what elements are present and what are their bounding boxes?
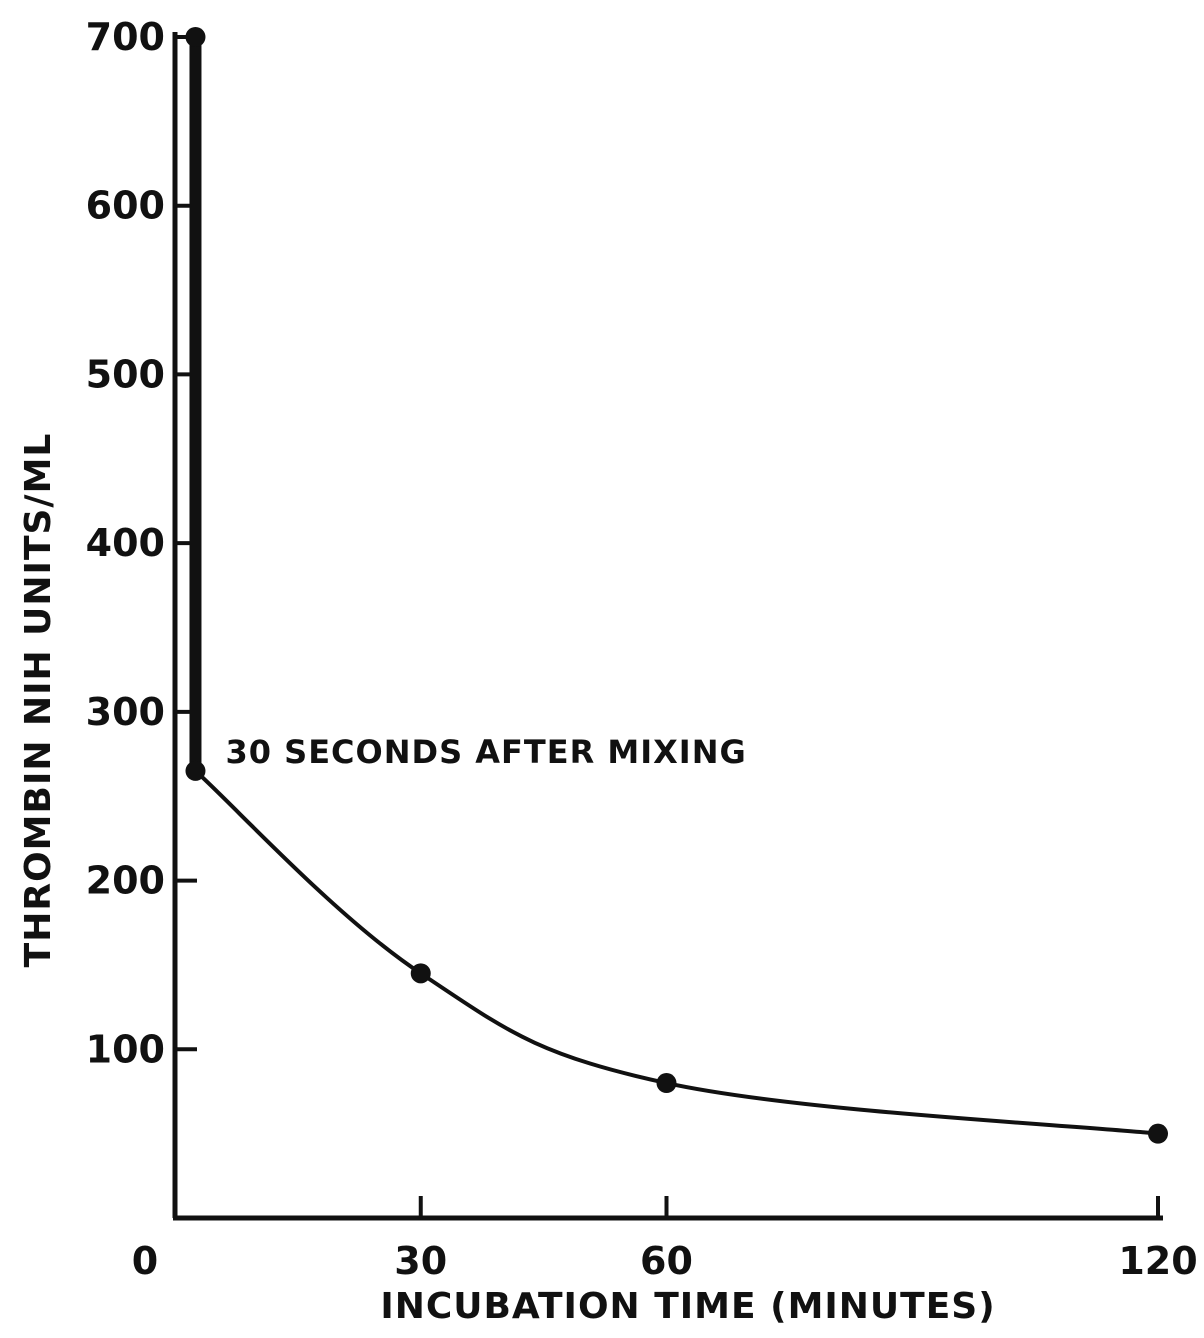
data-points (185, 27, 1168, 1144)
y-tick-label: 100 (86, 1027, 165, 1071)
x-tick-label: 120 (1118, 1239, 1197, 1283)
x-tick-label: 30 (394, 1239, 447, 1283)
x-tick-label: 60 (640, 1239, 693, 1283)
data-point (656, 1073, 677, 1094)
annotations: 30 SECONDS AFTER MIXING (225, 733, 746, 771)
data-point (1148, 1123, 1168, 1144)
data-point (410, 963, 431, 984)
data-point (185, 27, 206, 47)
ticks: 100 200 300 400 500 600 700 0 30 60 120 (86, 15, 1198, 1283)
series-curve (194, 769, 1159, 1136)
data-point (185, 760, 206, 781)
y-tick-label: 500 (86, 352, 165, 396)
series (189, 37, 1159, 1136)
x-tick-label: 0 (132, 1239, 158, 1283)
y-tick-label: 300 (86, 690, 165, 734)
axes (172, 32, 1163, 1221)
annotation-label: 30 SECONDS AFTER MIXING (225, 733, 746, 771)
y-tick-label: 600 (86, 184, 165, 228)
y-tick-label: 200 (86, 859, 165, 903)
y-axis-title: THROMBIN NIH UNITS/ML (18, 433, 59, 968)
y-tick-label: 700 (86, 15, 165, 59)
y-tick-label: 400 (86, 521, 165, 565)
x-axis-title: INCUBATION TIME (MINUTES) (380, 1286, 995, 1327)
